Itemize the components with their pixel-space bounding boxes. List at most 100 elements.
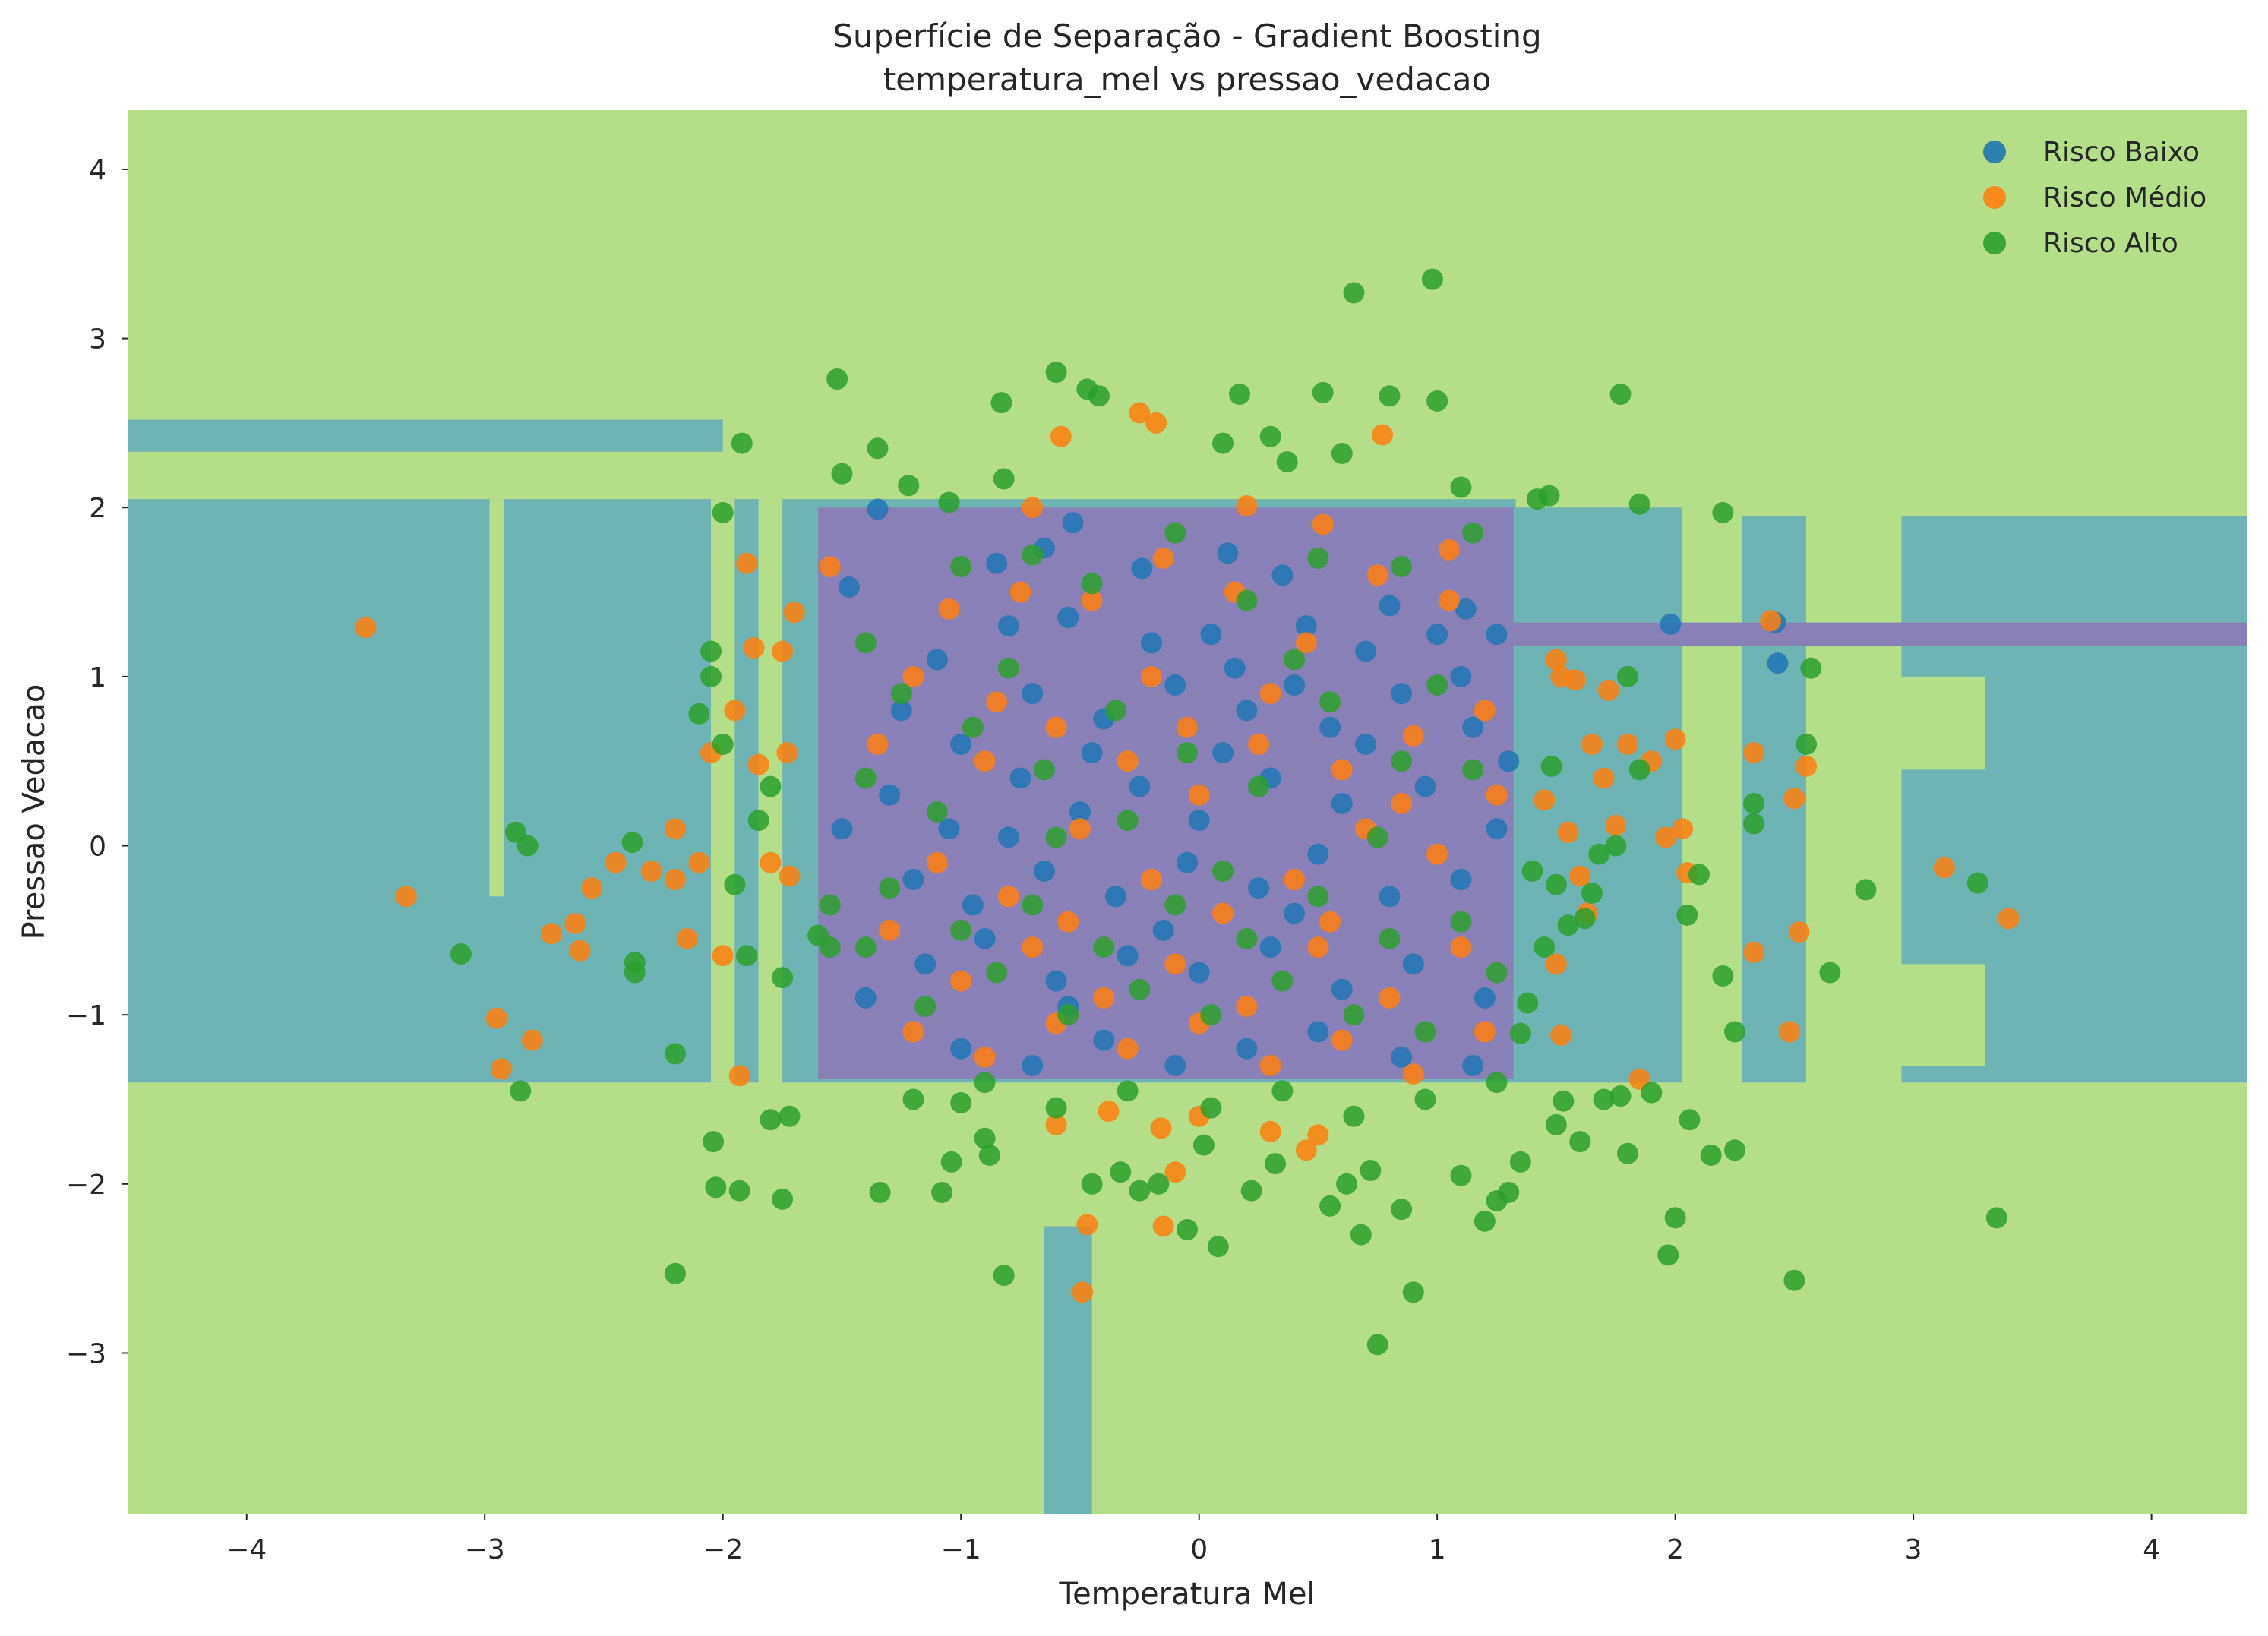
y-tick-label-1: −2 (66, 1170, 106, 1201)
point-1-105 (1117, 1038, 1139, 1060)
point-1-60 (1152, 1215, 1174, 1237)
point-1-122 (1319, 911, 1341, 933)
point-2-72 (1350, 1224, 1372, 1246)
point-2-24 (1712, 501, 1734, 523)
point-1-55 (1796, 755, 1818, 777)
point-2-123 (1164, 522, 1186, 544)
point-2-6 (990, 392, 1012, 414)
point-2-158 (1117, 1080, 1139, 1102)
point-2-131 (1104, 700, 1126, 722)
point-1-8 (581, 877, 603, 899)
point-2-85 (1657, 1244, 1679, 1266)
y-tick-label-6: 3 (89, 324, 106, 355)
region-7 (489, 499, 504, 897)
point-0-72 (1426, 624, 1448, 646)
point-2-116 (1553, 1090, 1575, 1112)
point-0-57 (1474, 987, 1496, 1009)
legend-marker-0 (1983, 141, 2006, 163)
point-0-73 (854, 987, 877, 1009)
point-1-9 (605, 851, 627, 873)
point-1-84 (1474, 700, 1496, 722)
point-0-52 (1117, 945, 1139, 967)
point-1-119 (1438, 589, 1460, 611)
point-0-50 (974, 927, 996, 949)
point-0-69 (997, 826, 1019, 848)
point-1-82 (1331, 759, 1353, 781)
point-0-54 (1259, 936, 1281, 959)
point-2-62 (1110, 1161, 1132, 1183)
point-0-23 (1022, 683, 1044, 705)
point-1-75 (1569, 865, 1591, 887)
point-0-17 (1200, 624, 1222, 646)
point-2-43 (450, 943, 472, 965)
point-2-160 (1271, 1080, 1294, 1102)
point-2-130 (1033, 759, 1055, 781)
point-2-53 (819, 936, 841, 959)
point-2-126 (1391, 556, 1413, 578)
point-0-7 (1062, 512, 1084, 534)
point-1-10 (640, 860, 662, 882)
point-1-29 (1145, 412, 1167, 434)
point-1-123 (1057, 911, 1079, 933)
point-2-73 (1360, 1160, 1382, 1182)
point-0-37 (1331, 792, 1353, 814)
point-2-11 (1609, 384, 1632, 406)
point-2-86 (1664, 1207, 1686, 1229)
point-2-115 (1509, 1022, 1531, 1044)
point-1-118 (1366, 564, 1388, 586)
point-2-10 (1426, 390, 1448, 412)
point-1-0 (355, 617, 377, 639)
point-0-63 (1307, 1021, 1329, 1043)
point-1-88 (1140, 869, 1162, 891)
point-2-15 (867, 437, 889, 460)
point-2-93 (1819, 962, 1841, 984)
point-2-163 (1486, 1072, 1508, 1094)
point-2-99 (1796, 733, 1818, 755)
point-2-125 (1307, 548, 1329, 570)
point-2-136 (1462, 759, 1484, 781)
point-2-30 (712, 733, 734, 755)
point-2-96 (1985, 1207, 2007, 1229)
x-tick-label-7: 3 (1905, 1534, 1922, 1565)
y-tick-label-7: 4 (89, 155, 106, 186)
point-1-117 (1295, 632, 1317, 654)
point-2-48 (736, 945, 758, 967)
point-1-67 (1150, 1117, 1172, 1139)
point-2-151 (1271, 970, 1294, 992)
point-1-85 (926, 851, 948, 873)
point-0-27 (1319, 716, 1341, 738)
y-tick-label-2: −1 (66, 1000, 106, 1031)
point-2-120 (950, 556, 972, 578)
point-1-63 (1259, 1120, 1281, 1142)
point-0-11 (1379, 595, 1401, 617)
point-1-26 (783, 602, 805, 624)
point-2-174 (1212, 860, 1234, 882)
point-2-77 (1450, 1164, 1472, 1186)
point-0-53 (1188, 962, 1210, 984)
point-0-46 (1307, 843, 1329, 865)
point-0-18 (1295, 615, 1317, 637)
point-0-22 (950, 733, 972, 755)
point-2-114 (1517, 992, 1539, 1014)
point-1-127 (1486, 784, 1508, 806)
point-2-71 (1336, 1173, 1358, 1195)
x-tick-label-8: 4 (2143, 1534, 2160, 1565)
point-2-153 (1414, 1021, 1436, 1043)
point-1-34 (819, 556, 841, 578)
x-tick-label-1: −3 (465, 1534, 505, 1565)
point-0-79 (1498, 750, 1520, 772)
point-1-102 (902, 1021, 924, 1043)
point-2-13 (1212, 432, 1234, 454)
point-1-107 (1259, 1054, 1281, 1076)
point-1-4 (521, 1029, 543, 1051)
point-1-28 (1129, 402, 1151, 424)
point-2-34 (705, 1176, 727, 1199)
point-2-84 (1616, 1142, 1638, 1164)
point-2-90 (1724, 1021, 1746, 1043)
point-0-61 (1164, 1054, 1186, 1076)
point-2-51 (772, 967, 794, 989)
point-2-146 (914, 996, 937, 1018)
point-0-55 (1331, 978, 1353, 1000)
